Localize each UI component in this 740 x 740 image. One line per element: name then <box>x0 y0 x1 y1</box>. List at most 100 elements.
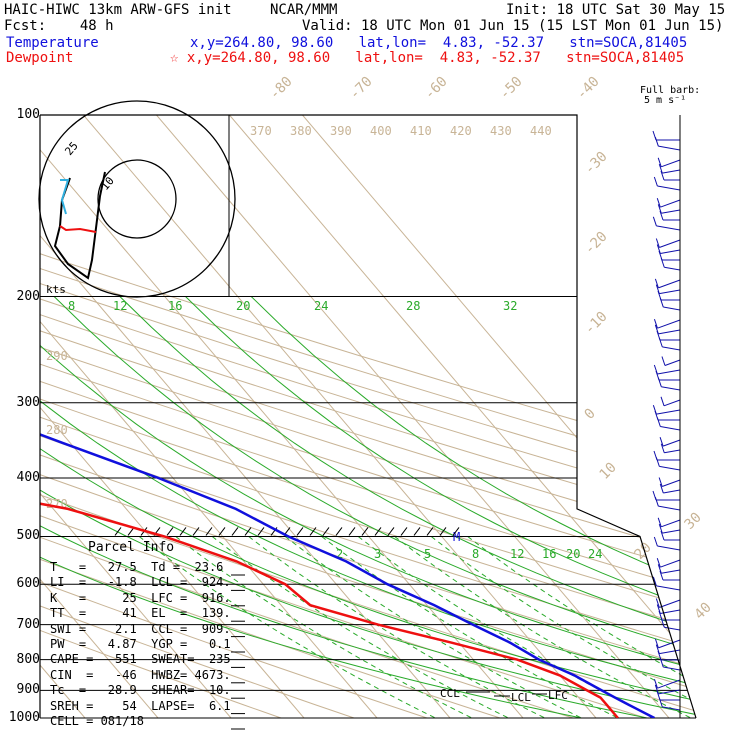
chart-frame <box>39 114 697 719</box>
model-title: HAIC-HIWC 13km ARW-GFS init <box>4 2 232 18</box>
theta-label: 430 <box>490 124 512 138</box>
parcel-info-row: CIN = -46 HWBZ= 4673. <box>50 667 231 682</box>
wind-barb <box>658 145 681 151</box>
hatch-mark <box>205 527 213 536</box>
mixing-ratio-label: 2 <box>336 547 343 561</box>
moist-adiabat-line <box>185 296 696 718</box>
isotherm-line <box>302 115 696 718</box>
theta-label: 400 <box>370 124 392 138</box>
hatch-mark <box>400 527 408 536</box>
wind-barb <box>664 266 681 271</box>
wind-barb-flag <box>658 523 663 534</box>
barb-legend-units: 5 m s⁻¹ <box>644 95 687 106</box>
hatch-mark <box>335 527 343 536</box>
theta-label: 280 <box>46 423 68 437</box>
parcel-info-row: LI = -1.8 LCL = 924. <box>50 575 231 590</box>
dry-adiabat-line <box>40 115 574 718</box>
hatch-mark <box>413 527 421 536</box>
m-marker: M <box>453 530 460 544</box>
wind-barb <box>659 649 681 655</box>
wind-barb <box>661 209 681 214</box>
theta-label: 410 <box>410 124 432 138</box>
dry-adiabat-line <box>40 115 696 718</box>
valid-time: Valid: 18 UTC Mon 01 Jun 15 (15 LST Mon … <box>302 18 724 34</box>
dry-adiabat-line <box>40 115 696 718</box>
wind-barb-flag <box>656 198 661 208</box>
wind-barb <box>664 626 681 631</box>
wind-barb <box>661 519 681 528</box>
dry-adiabat-line <box>40 115 696 718</box>
isotherm-label: 40 <box>692 600 715 623</box>
mixing-ratio-label: 12 <box>113 299 127 313</box>
wind-barb-flag <box>652 216 657 226</box>
hatch-mark <box>452 527 460 536</box>
temperature-legend: Temperature <box>6 35 99 51</box>
mixing-ratio-label: 20 <box>566 547 580 561</box>
hodograph-ring-outer <box>38 100 236 298</box>
pressure-label: 600 <box>16 576 40 592</box>
isotherm-line <box>40 115 232 718</box>
wind-barb <box>660 249 681 254</box>
hodograph-trace-upper <box>60 179 70 215</box>
dry-adiabat-line <box>40 115 501 718</box>
isotherm-line <box>156 115 670 718</box>
parcel-info-row: SWI = 2.1 CCL = 909. <box>50 621 231 636</box>
wind-barb-flag <box>653 679 658 689</box>
parcel-info-row: PW = 4.87 YGP = 0.1 <box>50 637 231 651</box>
wind-barb <box>657 679 681 689</box>
wind-barb <box>663 399 681 407</box>
theta-label: 420 <box>450 124 472 138</box>
dry-adiabat-line <box>40 115 696 718</box>
lfc-marker: LFC <box>548 689 568 702</box>
wind-barb-flag <box>659 436 664 447</box>
wind-barb-flag <box>657 517 662 527</box>
mixing-ratio-label: 32 <box>503 299 517 313</box>
wind-barb-flag <box>659 570 664 581</box>
theta-label: 440 <box>530 124 552 138</box>
dry-adiabat-line <box>40 115 696 718</box>
hatch-mark <box>426 527 434 536</box>
wind-barb <box>656 409 681 415</box>
lcl-marker: LCL <box>511 691 531 704</box>
hatch-mark <box>166 527 174 536</box>
wind-barbs <box>652 130 681 711</box>
wind-barb <box>660 426 681 431</box>
dry-adiabat-line <box>40 115 355 718</box>
pressure-label: 200 <box>16 288 40 304</box>
wind-barb-flag <box>655 457 660 467</box>
dry-adiabat-line <box>40 115 696 718</box>
wind-barb <box>657 185 681 191</box>
wind-barb-flag <box>652 576 657 586</box>
mixing-ratio-label: 16 <box>542 547 556 561</box>
wind-barb-flag <box>660 170 665 181</box>
mixing-ratio-label: 16 <box>168 299 182 313</box>
wind-barb <box>662 706 681 711</box>
wind-barb-flag <box>656 558 661 568</box>
wind-barb-flag <box>654 137 659 147</box>
wind-barb <box>664 449 681 454</box>
forecast-hour: Fcst: 48 h <box>4 18 114 34</box>
theta-label: 370 <box>250 124 272 138</box>
mixing-ratio-line <box>394 536 692 718</box>
mixing-ratio-line <box>175 536 473 718</box>
temperature-profile <box>40 115 655 718</box>
isotherm-line <box>40 115 305 718</box>
hatch-mark <box>387 527 395 536</box>
hodograph-ring-inner <box>97 159 177 239</box>
wind-barb-flag <box>655 238 660 248</box>
wind-barb <box>659 289 681 295</box>
isotherm-label: -10 <box>582 309 611 338</box>
wind-barb <box>663 306 681 311</box>
dry-adiabat-line <box>40 115 428 718</box>
hatch-mark <box>231 527 239 536</box>
hatch-mark <box>244 527 252 536</box>
wind-barb-flag <box>660 443 665 453</box>
pressure-label: 500 <box>16 528 40 544</box>
hatch-mark <box>218 527 226 536</box>
wind-barb <box>658 279 681 289</box>
wind-barb-flag <box>657 377 662 387</box>
wind-barb-flag <box>659 657 664 668</box>
